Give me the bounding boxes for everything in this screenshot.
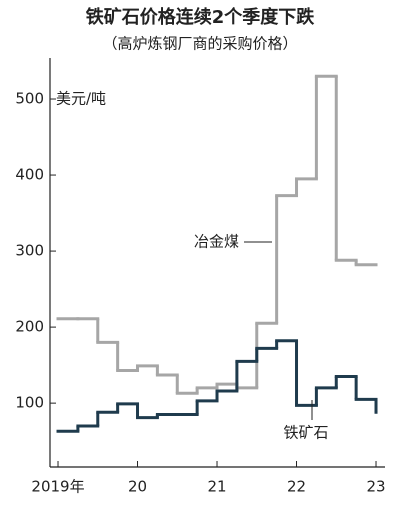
y-axis-unit: 美元/吨 <box>56 90 106 108</box>
x-tick-label: 21 <box>207 478 226 496</box>
y-tick-label: 100 <box>15 394 44 412</box>
y-tick-label: 300 <box>15 242 44 260</box>
series-label: 铁矿石 <box>283 424 328 442</box>
y-tick-label: 400 <box>15 166 44 184</box>
y-tick-label: 500 <box>15 90 44 108</box>
chart-subtitle: （高炉炼钢厂商的采购价格） <box>102 35 297 53</box>
y-tick-label: 200 <box>15 318 44 336</box>
x-tick-label: 22 <box>287 478 306 496</box>
chart-title: 铁矿石价格连续2个季度下跌 <box>86 6 316 28</box>
series-label: 冶金煤 <box>194 233 239 251</box>
x-tick-label: 20 <box>128 478 147 496</box>
x-tick-label: 23 <box>366 478 385 496</box>
x-tick-label: 2019年 <box>31 478 84 496</box>
